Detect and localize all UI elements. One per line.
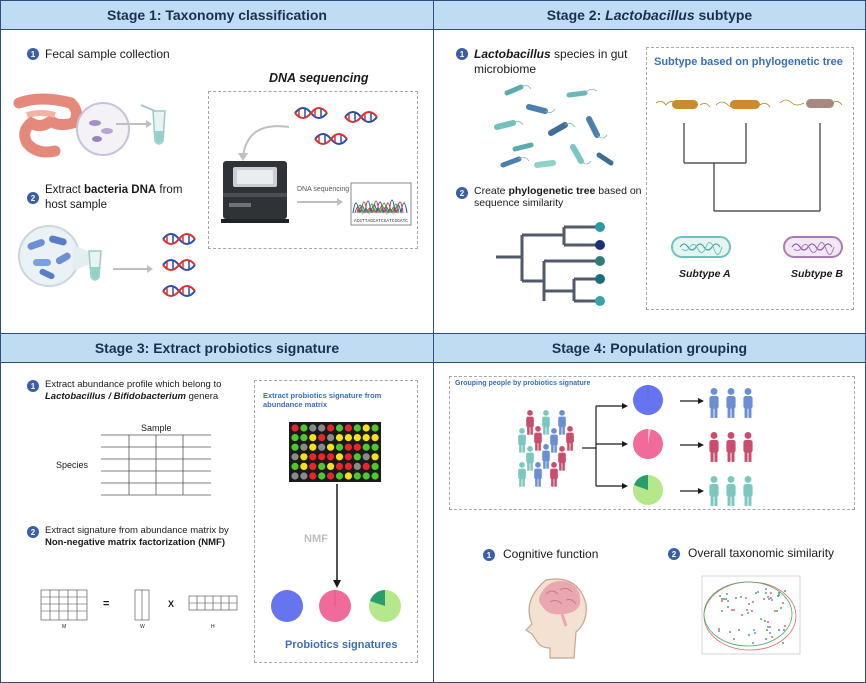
dna-strands-icon — [162, 233, 196, 297]
svg-text:ACGTTAGCATCGATCGGATC: ACGTTAGCATCGATCGGATC — [354, 218, 408, 224]
stage3-title: Stage 3: Extract probiotics signature — [1, 334, 433, 363]
times-sign: X — [168, 599, 175, 609]
abundance-grid-icon — [101, 434, 211, 496]
dna-sequencing-title: DNA sequencing — [269, 71, 369, 85]
nmf-extract-label: Extract signature from abundance matrix … — [45, 525, 275, 549]
text: Lactobacillus / Bifidobacterium — [45, 391, 186, 402]
taxonomic-similarity-label: Overall taxonomic similarity — [688, 546, 835, 560]
sample-axis-label: Sample — [141, 423, 172, 433]
text: phylogenetic tree — [508, 185, 596, 197]
text: bacteria DNA — [83, 184, 157, 196]
phylogenetic-tree-icon — [496, 222, 605, 306]
text: genera — [185, 391, 219, 402]
lactobacillus-species-label: Lactobacillus species in gut microbiome — [474, 47, 654, 77]
stage4-title: Stage 4: Population grouping — [434, 334, 865, 363]
text: subtype — [698, 7, 753, 23]
blue-group-people-icon — [709, 388, 753, 418]
signature-extraction-title: Extract probiotics signature from abunda… — [263, 391, 382, 409]
branch-arrows-icon — [582, 403, 628, 489]
chromatogram-icon: ACGTTAGCATCGATCGGATC — [350, 182, 412, 226]
arrow-icon — [116, 120, 152, 128]
fecal-sample-label: Fecal sample collection — [45, 47, 170, 61]
subtype-b-label: Subtype B — [791, 268, 843, 280]
matrix-w-label: W — [140, 624, 145, 630]
matrix-m-label: M — [62, 624, 67, 630]
species-axis-label: Species — [56, 460, 89, 470]
text: Lactobacillus — [605, 7, 695, 23]
stage2-title: Stage 2: Lactobacillus subtype — [434, 1, 865, 30]
subtype-tree-box — [646, 47, 854, 310]
arrow-icon — [297, 198, 343, 206]
text: Extract — [45, 184, 84, 196]
abundance-profile-label: Extract abundance profile which belong t… — [45, 379, 255, 403]
magnifier-sample-icon — [76, 102, 130, 156]
subtype-tree-icon — [655, 99, 843, 212]
probiotics-signatures-label: Probiotics signatures — [285, 639, 398, 651]
signature-extraction-box — [254, 380, 418, 663]
text: from host sample — [45, 184, 183, 211]
step-number-badge: 1 — [483, 549, 495, 561]
step-number-badge: 1 — [27, 48, 39, 60]
grouping-box-title: Grouping people by probiotics signature — [455, 380, 591, 387]
step-number-badge: 2 — [668, 548, 680, 560]
intestine-icon — [13, 93, 82, 158]
grouping-box — [449, 376, 855, 510]
extract-dna-label: Extract bacteria DNA from host sample — [45, 183, 185, 213]
subtype-a-label: Subtype A — [679, 268, 731, 280]
text: Create — [474, 185, 509, 197]
group-pies-icon — [633, 385, 663, 505]
dna-sequencing-box — [208, 91, 418, 249]
subtype-tree-title: Subtype based on phylogenetic tree — [654, 56, 843, 68]
teal-group-people-icon — [709, 476, 753, 506]
text: Extract abundance profile which belong t… — [45, 379, 222, 390]
nmf-label: NMF — [304, 533, 328, 545]
subtype-a-cell-icon — [671, 236, 731, 258]
text: Lactobacillus — [474, 47, 551, 61]
pink-group-people-icon — [709, 432, 753, 462]
step-number-badge: 2 — [27, 192, 39, 204]
curved-arrow-icon — [238, 125, 290, 161]
text: Non-negative matrix factorization (NMF) — [45, 537, 225, 548]
cognitive-function-label: Cognitive function — [503, 547, 599, 561]
phylogenetic-tree-label: Create phylogenetic tree based on sequen… — [474, 185, 654, 209]
stage2-panel: Stage 2: Lactobacillus subtype 1 Lactoba… — [433, 0, 866, 334]
text: species in gut microbiome — [474, 47, 628, 76]
scatter-plot-icon — [701, 575, 801, 655]
matrix-h-label: H — [211, 624, 215, 630]
stage4-panel: Stage 4: Population grouping Grouping pe… — [433, 333, 866, 683]
arrow-icon — [680, 398, 704, 404]
subtype-b-cell-icon — [783, 236, 843, 258]
sequencer-machine-icon — [221, 161, 289, 223]
population-icon — [518, 410, 574, 487]
abundance-heatmap-icon — [289, 422, 381, 482]
arrow-icon — [680, 442, 704, 448]
gut-bacteria-icon — [494, 84, 614, 168]
step-number-badge: 2 — [456, 187, 468, 199]
text: based on sequence similarity — [474, 185, 642, 209]
text: Extract signature from abundance matrix … — [45, 525, 229, 536]
test-tube-icon — [140, 104, 166, 145]
signature-pies-icon — [271, 590, 401, 622]
step-number-badge: 1 — [27, 380, 39, 392]
stage3-panel: Stage 3: Extract probiotics signature 1 … — [0, 333, 434, 683]
nmf-equation-icon — [40, 589, 238, 621]
stage1-panel: Stage 1: Taxonomy classification 1 Fecal… — [0, 0, 434, 334]
dna-strands-icon — [294, 107, 378, 145]
bacteria-magnifier-icon — [18, 225, 153, 287]
nmf-arrow-icon — [333, 484, 341, 588]
equals-sign: = — [103, 598, 110, 610]
stage1-title: Stage 1: Taxonomy classification — [1, 1, 433, 30]
brain-head-icon — [525, 578, 587, 659]
text: Stage 2: — [546, 7, 602, 23]
step-number-badge: 1 — [456, 48, 468, 60]
dna-sequencing-arrow-label: DNA sequencing — [297, 186, 350, 193]
step-number-badge: 2 — [27, 526, 39, 538]
arrow-icon — [680, 488, 704, 494]
